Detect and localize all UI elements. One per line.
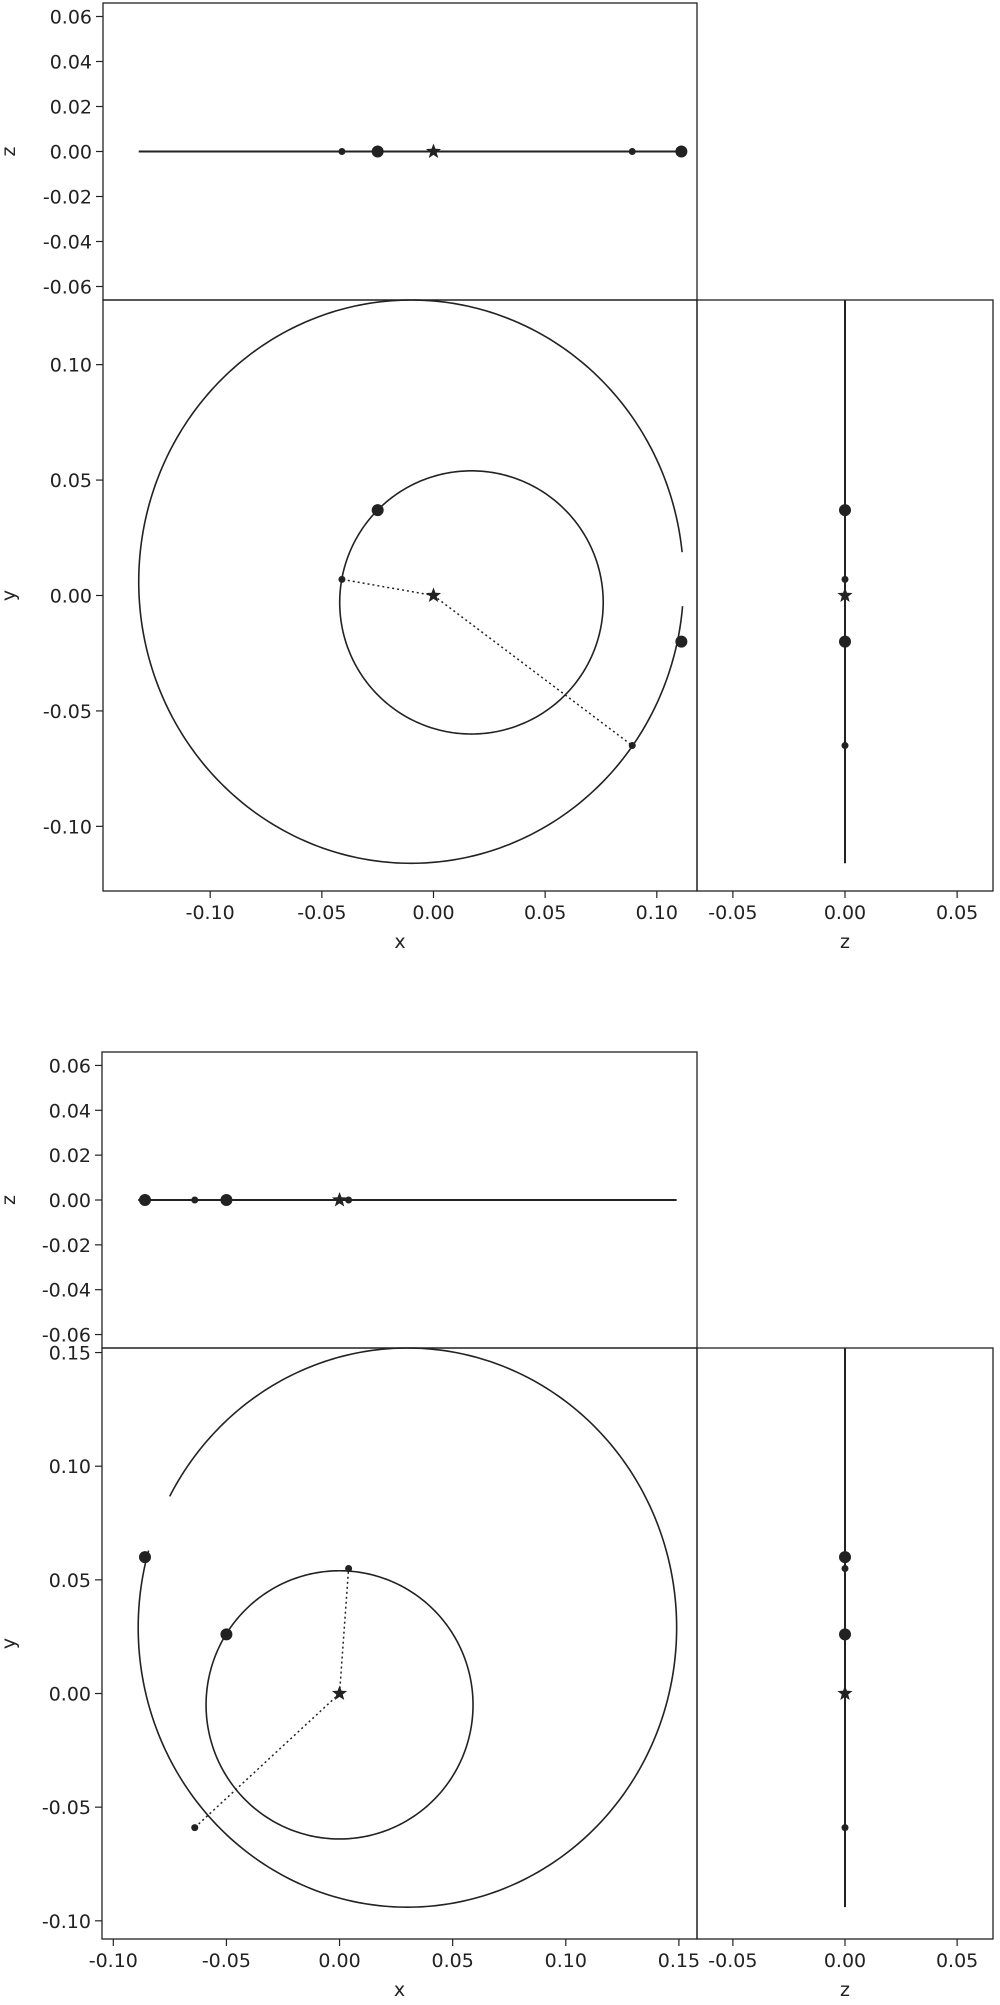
separation-line xyxy=(433,594,633,747)
orbit-ring xyxy=(205,1569,474,1840)
star-marker xyxy=(837,1685,853,1700)
x-tick-label: 0.00 xyxy=(824,1950,866,1972)
companion-point xyxy=(220,1628,233,1641)
reference-point xyxy=(191,1196,199,1204)
x-tick-label: -0.10 xyxy=(89,1950,138,1972)
reference-point xyxy=(841,575,849,583)
y-tick-label: 0.10 xyxy=(49,1456,91,1478)
y-tick-label: 0.15 xyxy=(49,1343,91,1365)
companion-point xyxy=(371,504,384,517)
x-tick-label: -0.05 xyxy=(297,902,346,924)
panel-xy: -0.10 -0.05 0.00 0.05 0.10 0.10 0.05 0.00 -0.05 -… xyxy=(0,299,698,953)
separation-line xyxy=(338,1568,350,1694)
x-tick-label: -0.05 xyxy=(708,1950,757,1972)
y-tick-label: 0.02 xyxy=(49,1145,91,1167)
y-tick-label: -0.02 xyxy=(42,1235,91,1257)
y-tick-label: -0.05 xyxy=(43,701,92,723)
x-tick-label: -0.05 xyxy=(708,902,757,924)
y-axis-label: y xyxy=(0,1638,20,1649)
y-tick-label: 0.02 xyxy=(50,97,92,119)
x-tick-label: 0.00 xyxy=(824,902,866,924)
companion-point xyxy=(839,635,851,648)
y-tick-label: 0.00 xyxy=(49,1190,91,1212)
x-tick-label: 0.05 xyxy=(936,902,978,924)
x-tick-label: 0.00 xyxy=(412,902,454,924)
y-tick-label: 0.05 xyxy=(50,470,92,492)
star-marker xyxy=(837,587,853,602)
y-axis-label: z xyxy=(0,1195,20,1205)
y-tick-label: 0.06 xyxy=(49,1055,91,1077)
reference-point xyxy=(841,1564,849,1572)
y-axis-label: y xyxy=(0,590,20,601)
orbit-ring xyxy=(137,1347,678,1908)
x-axis-label: z xyxy=(840,1979,850,2001)
panel-xz: 0.06 0.04 0.02 0.00 -0.02 -0.04 -0.06 z xyxy=(0,1051,698,1349)
orbit-figure-1: 0.060.040.020.00-0.02-0.04-0.06z-0.10 -0.… xyxy=(0,2,994,953)
x-tick-label: -0.10 xyxy=(186,902,235,924)
x-tick-label: 0.05 xyxy=(524,902,566,924)
companion-point xyxy=(138,1194,151,1206)
star-marker xyxy=(331,1192,348,1207)
reference-point xyxy=(841,1824,849,1832)
companion-point xyxy=(220,1194,233,1206)
y-axis-label: z xyxy=(0,146,20,156)
x-axis-label: x xyxy=(394,931,405,953)
separation-line xyxy=(341,578,434,597)
companion-point xyxy=(675,635,688,648)
x-axis-label: x xyxy=(394,1979,405,2001)
reference-point xyxy=(628,148,636,155)
x-tick-label: 0.10 xyxy=(636,902,678,924)
y-tick-label: -0.04 xyxy=(43,232,92,254)
x-tick-label: 0.10 xyxy=(545,1950,587,1972)
companion-point xyxy=(839,1551,851,1564)
y-tick-label: 0.00 xyxy=(49,1684,91,1706)
x-tick-label: 0.05 xyxy=(432,1950,474,1972)
panel-zy: -0.05 0.00 0.05 z xyxy=(696,299,994,953)
companion-point xyxy=(839,504,851,517)
x-tick-label: 0.00 xyxy=(318,1950,360,1972)
orbit-ring xyxy=(338,470,605,735)
x-tick-label: -0.05 xyxy=(202,1950,251,1972)
reference-point xyxy=(338,575,346,583)
panel-xy: -0.10 -0.05 0.00 0.05 0.10 0.15 0.15 0.10 0.05 0.… xyxy=(0,1343,700,2001)
axes-frame xyxy=(101,1347,698,1940)
y-tick-label: 0.06 xyxy=(50,7,92,29)
x-axis-label: z xyxy=(840,931,850,953)
panel-xz: 0.06 0.04 0.02 0.00 -0.02 -0.04 -0.06 z xyxy=(0,2,698,301)
star-marker xyxy=(425,587,442,602)
y-tick-label: 0.00 xyxy=(50,586,92,608)
y-tick-label: 0.05 xyxy=(49,1570,91,1592)
reference-point xyxy=(841,742,849,750)
companion-point xyxy=(675,145,688,158)
companion-point xyxy=(371,145,384,158)
reference-point xyxy=(628,742,636,750)
y-tick-label: -0.10 xyxy=(43,816,92,838)
y-tick-label: -0.02 xyxy=(43,187,92,209)
y-tick-label: 0.10 xyxy=(50,355,92,377)
axes-frame xyxy=(102,299,698,892)
y-tick-label: -0.10 xyxy=(42,1911,91,1933)
star-marker xyxy=(331,1685,348,1700)
panel-zy: -0.05 0.00 0.05 z xyxy=(696,1347,994,2001)
x-tick-label: 0.15 xyxy=(658,1950,700,1972)
separation-line xyxy=(194,1692,341,1829)
x-tick-label: 0.05 xyxy=(936,1950,978,1972)
y-tick-label: -0.04 xyxy=(42,1280,91,1302)
y-tick-label: 0.04 xyxy=(49,1100,91,1122)
star-marker xyxy=(425,143,442,158)
reference-point xyxy=(345,1196,353,1204)
y-tick-label: -0.06 xyxy=(42,1325,91,1347)
reference-point xyxy=(345,1564,353,1572)
reference-point xyxy=(191,1824,199,1832)
reference-point xyxy=(338,148,346,155)
orbit-figure-2: 0.060.040.020.00-0.02-0.04-0.06z-0.10 -0.… xyxy=(0,1051,994,2001)
y-tick-label: 0.00 xyxy=(50,142,92,164)
y-tick-label: -0.05 xyxy=(42,1797,91,1819)
y-tick-label: -0.06 xyxy=(43,277,92,299)
companion-point xyxy=(138,1551,151,1564)
companion-point xyxy=(839,1628,851,1641)
orbit-ring xyxy=(137,299,684,865)
y-tick-label: 0.04 xyxy=(50,52,92,74)
